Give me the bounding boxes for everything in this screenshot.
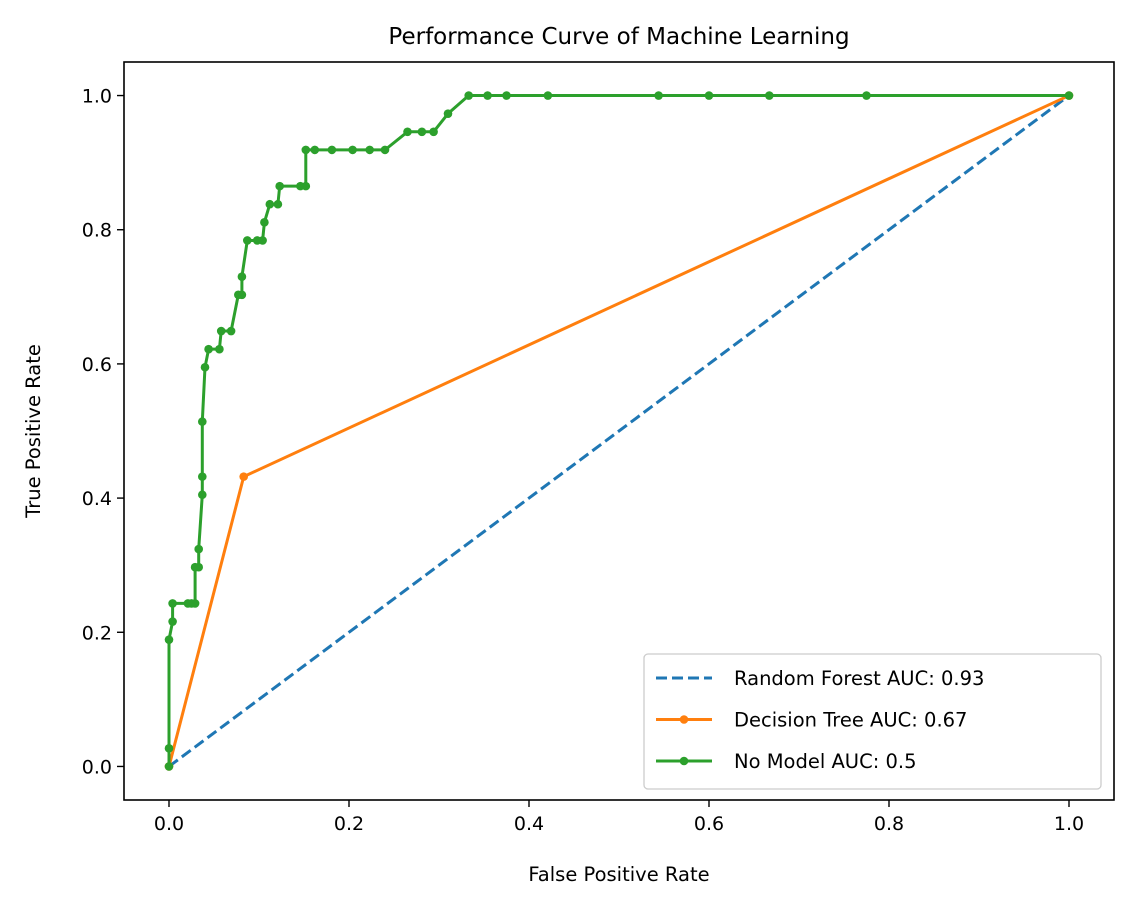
data-point: [301, 145, 311, 155]
data-point: [365, 145, 375, 155]
data-point: [1064, 91, 1074, 100]
y-tick-label: 0.4: [82, 488, 112, 510]
data-point: [164, 762, 174, 771]
data-point: [260, 218, 269, 227]
x-axis-label: False Positive Rate: [528, 863, 709, 886]
legend-box: [643, 653, 1102, 790]
plot-area: [164, 91, 1074, 771]
series-line-random-forest: [168, 94, 1070, 768]
data-point: [380, 145, 390, 155]
data-point: [216, 326, 226, 336]
x-tick-label: 0.0: [154, 813, 184, 835]
data-point: [239, 472, 248, 481]
y-axis: 0.0 0.2 0.4 0.6 0.8 1.0: [82, 86, 124, 778]
data-point: [704, 91, 714, 100]
data-point: [168, 617, 177, 626]
data-point: [301, 181, 311, 191]
legend-entry: Decision Tree AUC: 0.67: [656, 709, 967, 732]
data-point: [327, 145, 337, 155]
x-tick-label: 0.4: [514, 813, 544, 835]
legend-entry: Random Forest AUC: 0.93: [656, 667, 984, 690]
legend-label: Random Forest AUC: 0.93: [734, 667, 984, 690]
axes-frame: [123, 61, 1115, 801]
data-point: [258, 236, 267, 245]
data-point: [417, 127, 427, 137]
data-point: [265, 199, 275, 209]
data-point: [237, 272, 247, 281]
series-random-forest: [168, 94, 1070, 768]
x-tick-label: 0.6: [694, 813, 724, 835]
legend-marker: [679, 715, 689, 724]
y-tick-label: 0.6: [82, 354, 112, 376]
legend: Random Forest AUC: 0.93 Decision Tree AUC…: [643, 653, 1102, 790]
data-point: [226, 326, 236, 336]
data-point: [483, 91, 492, 100]
data-point: [273, 199, 283, 209]
data-point: [190, 599, 200, 608]
legend-entry: No Model AUC: 0.5: [656, 750, 916, 773]
data-point: [164, 635, 174, 644]
data-point: [275, 181, 285, 191]
data-point: [243, 236, 252, 245]
y-tick-label: 0.2: [82, 622, 112, 644]
x-tick-label: 0.2: [334, 813, 364, 835]
data-point: [168, 599, 177, 608]
data-point: [348, 145, 357, 155]
data-point: [164, 744, 174, 753]
x-tick-label: 1.0: [1054, 813, 1084, 835]
data-point: [543, 91, 553, 100]
data-point: [200, 362, 210, 372]
data-point: [429, 127, 438, 137]
data-point: [443, 109, 453, 118]
data-point: [198, 490, 207, 500]
y-axis-label: True Positive Rate: [22, 344, 45, 519]
legend-marker: [679, 756, 689, 766]
data-point: [204, 344, 213, 354]
data-point: [862, 91, 871, 100]
data-point: [194, 562, 203, 572]
legend-label: Decision Tree AUC: 0.67: [734, 709, 967, 732]
data-point: [654, 91, 663, 100]
data-point: [310, 145, 320, 155]
chart-title: Performance Curve of Machine Learning: [388, 24, 849, 50]
y-tick-label: 0.8: [82, 220, 112, 242]
series-no-model: [164, 91, 1074, 771]
data-point: [502, 91, 511, 100]
data-point: [198, 472, 207, 481]
x-axis: 0.0 0.2 0.4 0.6 0.8 1.0: [154, 800, 1084, 835]
data-point: [403, 127, 412, 137]
data-point: [237, 290, 247, 300]
data-point: [198, 417, 207, 426]
legend-label: No Model AUC: 0.5: [734, 750, 916, 773]
data-point: [464, 91, 474, 100]
data-point: [765, 91, 774, 100]
data-point: [215, 344, 224, 354]
data-point: [194, 544, 203, 554]
y-tick-label: 1.0: [82, 86, 112, 108]
y-tick-label: 0.0: [82, 756, 112, 778]
x-tick-label: 0.8: [874, 813, 904, 835]
